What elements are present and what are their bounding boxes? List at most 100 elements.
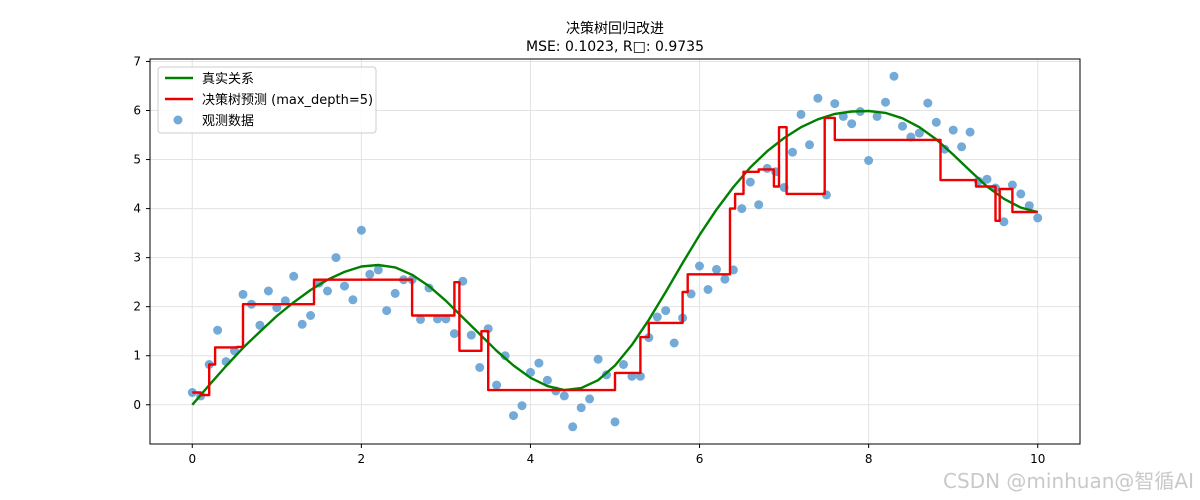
scatter-point (492, 380, 502, 390)
scatter-point (796, 109, 806, 119)
chart-subtitle: MSE: 0.1023, R□: 0.9735 (526, 39, 704, 55)
x-tick-label: 6 (696, 452, 704, 466)
scatter-point (263, 286, 273, 296)
x-tick-label: 0 (188, 452, 196, 466)
scatter-point (365, 269, 375, 279)
scatter-point (568, 422, 578, 432)
plot-area (187, 71, 1043, 432)
scatter-point (542, 375, 552, 385)
scatter-point (805, 140, 814, 150)
scatter-point (340, 281, 349, 291)
legend-label-true-relation: 真实关系 (202, 72, 254, 87)
x-tick-label: 4 (527, 452, 535, 466)
scatter-point (957, 142, 967, 152)
scatter-point (1007, 180, 1017, 190)
y-tick-label: 0 (133, 398, 141, 412)
scatter-point (559, 391, 569, 401)
scatter-point (593, 354, 603, 364)
scatter-point (449, 329, 459, 339)
scatter-point (585, 394, 595, 404)
axes: 0 2 4 6 8 10 0 1 2 3 4 5 6 7 (133, 54, 1045, 466)
scatter-point (881, 97, 890, 107)
x-tick-label: 10 (1030, 452, 1045, 466)
scatter-point (695, 261, 704, 271)
scatter-point (238, 289, 248, 299)
scatter-point (864, 156, 874, 165)
scatter-point (830, 99, 840, 109)
y-tick-label: 2 (133, 300, 141, 314)
scatter-point (982, 174, 992, 184)
scatter-point (526, 367, 535, 377)
scatter-point (517, 401, 527, 411)
scatter-point (576, 403, 586, 413)
legend-marker-observed (173, 115, 183, 125)
scatter-point (965, 127, 975, 137)
legend-label-observed: 观测数据 (202, 114, 254, 129)
plot-frame (149, 58, 1081, 445)
x-tick-label: 2 (358, 452, 366, 466)
scatter-point (813, 93, 823, 103)
x-tick-label: 8 (865, 452, 873, 466)
scatter-point (610, 417, 620, 427)
y-tick-label: 5 (133, 153, 141, 167)
scatter-point (1024, 201, 1034, 211)
grid (150, 59, 1080, 444)
legend: 真实关系 决策树预测 (max_depth=5) 观测数据 (157, 66, 377, 134)
y-tick-label: 3 (133, 251, 141, 265)
scatter-point (923, 98, 933, 108)
watermark: CSDN @minhuan@智循AI (943, 469, 1194, 493)
scatter-point (898, 121, 907, 131)
scatter-point (652, 312, 662, 322)
scatter-point (475, 363, 485, 372)
scatter-point (534, 358, 544, 368)
legend-box (157, 66, 377, 134)
scatter-point (356, 225, 366, 235)
scatter-point (306, 311, 316, 320)
scatter-point (999, 217, 1009, 227)
scatter-point (737, 204, 747, 214)
scatter-point (500, 351, 510, 361)
scatter-point (255, 320, 265, 330)
y-tick-label: 1 (133, 349, 141, 363)
scatter-point (1033, 213, 1043, 223)
scatter-point (745, 177, 755, 187)
scatter-point (602, 370, 611, 380)
scatter-point (788, 147, 797, 157)
scatter-point (703, 285, 713, 294)
scatter-point (289, 271, 299, 281)
scatter-point (914, 128, 924, 138)
scatter-point (661, 306, 671, 316)
scatter-point (720, 274, 730, 284)
legend-label-tree-prediction: 决策树预测 (max_depth=5) (202, 92, 373, 108)
scatter-point (331, 253, 341, 263)
y-tick-label: 4 (133, 202, 141, 216)
y-tick-label: 7 (133, 54, 141, 68)
scatter-point (509, 411, 518, 421)
scatter-point (348, 295, 358, 305)
scatter-point (754, 200, 764, 210)
scatter-point (619, 360, 628, 369)
series-line-true-relation (191, 109, 1039, 406)
scatter-point (382, 306, 392, 316)
scatter-point (297, 319, 307, 329)
scatter-point (323, 286, 332, 296)
scatter-point (712, 264, 721, 274)
scatter-point (948, 125, 958, 135)
chart-title: 决策树回归改进 (566, 20, 664, 37)
scatter-point (940, 144, 950, 154)
scatter-point (669, 338, 679, 348)
y-tick-label: 6 (133, 103, 141, 117)
scatter-point (889, 71, 899, 81)
scatter-point (390, 288, 400, 298)
series-line-tree-prediction (192, 116, 1038, 397)
scatter-point (931, 117, 941, 127)
scatter-point (373, 265, 383, 275)
scatter-point (1016, 189, 1026, 199)
scatter-point (416, 314, 425, 324)
scatter-point (466, 330, 476, 340)
scatter-point (213, 325, 223, 335)
scatter-point (872, 111, 882, 121)
scatter-point (847, 119, 857, 129)
scatter-point (272, 303, 282, 313)
